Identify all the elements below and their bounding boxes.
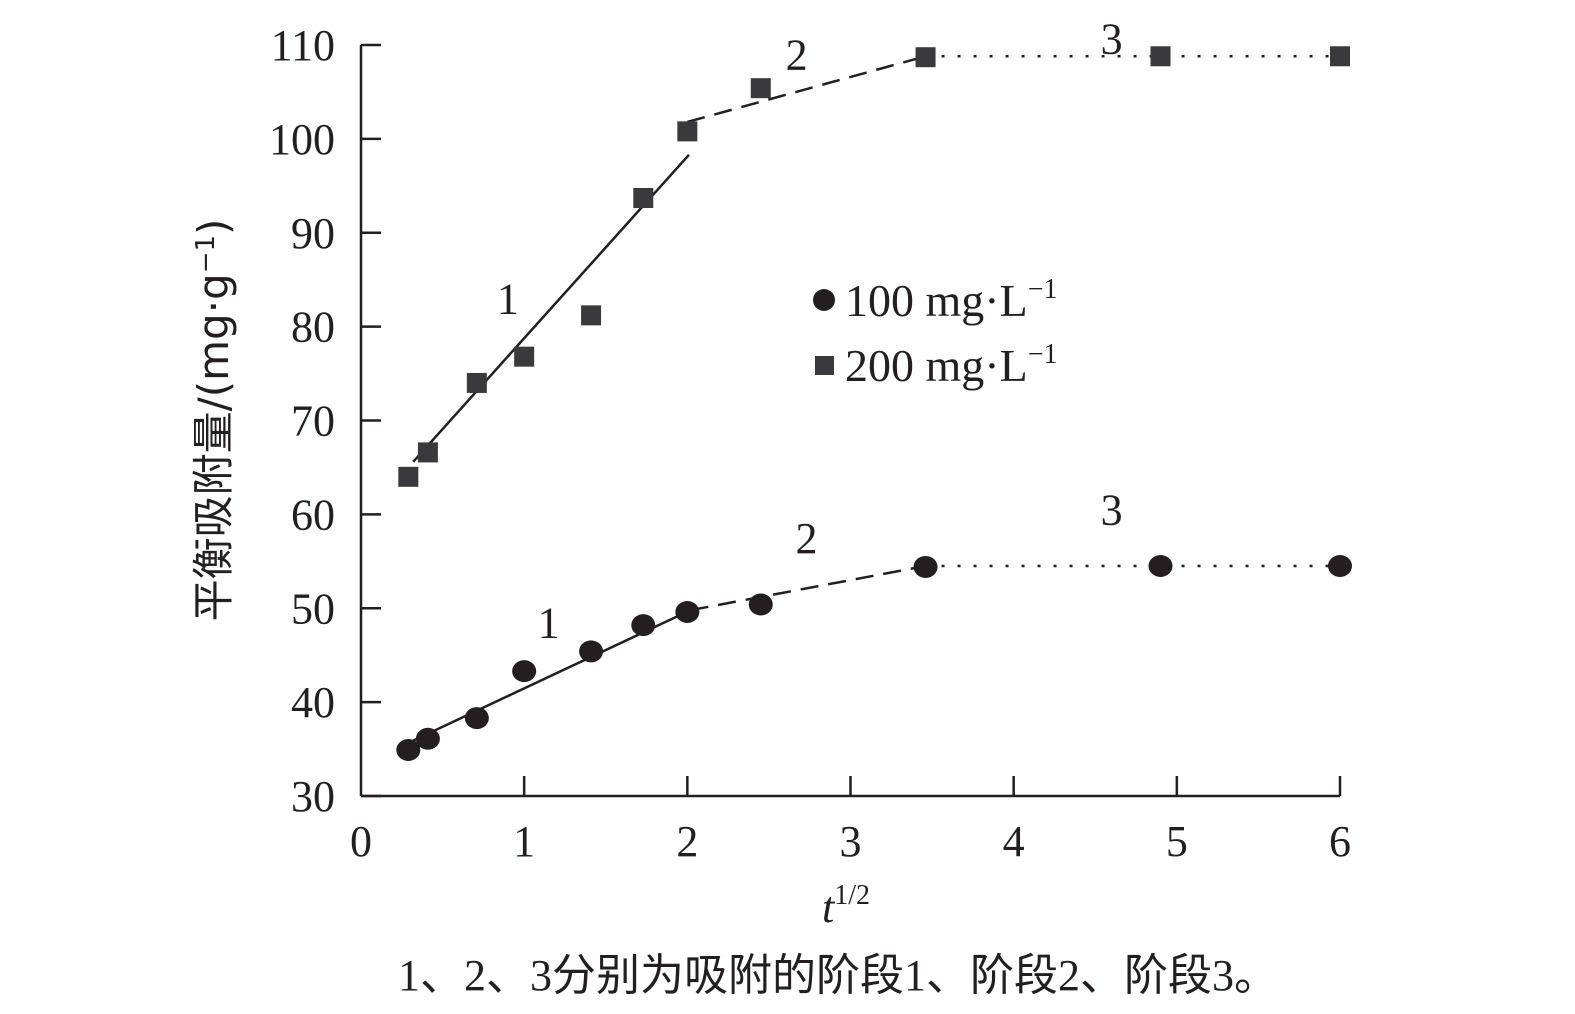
x-tick-label: 0 [350, 817, 372, 866]
y-axis-label: 平衡吸附量/(mg·g−1) [189, 219, 238, 622]
data-point-circle [512, 660, 537, 683]
data-point-square [514, 346, 535, 367]
y-tick-label: 110 [271, 21, 335, 70]
data-point-circle [675, 601, 700, 624]
data-point-square [1150, 46, 1171, 67]
legend-marker-circle [813, 289, 835, 311]
y-tick-label: 80 [291, 303, 335, 352]
data-point-circle [913, 555, 938, 578]
data-point-circle [464, 707, 489, 730]
stage-annotations: 1 2 3 1 2 3 [497, 14, 1123, 647]
y-tick-label: 100 [269, 115, 335, 164]
data-point-circle [415, 727, 440, 750]
legend-label-100: 100 mg·L−1 [845, 274, 1058, 326]
data-point-square [915, 47, 936, 68]
stage-label: 2 [795, 514, 817, 563]
data-point-square [581, 305, 602, 326]
data-point-square [677, 121, 698, 142]
y-tick-label: 50 [291, 584, 335, 633]
stage-label: 1 [497, 274, 519, 323]
x-tick-label: 1 [513, 817, 535, 866]
data-point-circle [748, 593, 773, 616]
stage-label: 1 [538, 598, 560, 647]
y-tick-label: 30 [291, 772, 335, 821]
data-point-circle [631, 614, 656, 637]
data-point-square [1330, 46, 1350, 67]
stage-label: 3 [1101, 486, 1123, 535]
data-point-circle [396, 739, 421, 762]
x-tick-label: 5 [1166, 817, 1188, 866]
x-tick-label: 3 [840, 817, 862, 866]
axes: 30 40 50 60 70 80 90 100 110 0 1 2 3 4 5 6 [269, 21, 1351, 866]
fit-line-stage-2 [687, 55, 926, 124]
data-point-square [750, 78, 771, 99]
y-tick-label: 40 [291, 678, 335, 727]
data-point-square [466, 372, 487, 393]
fit-line-stage-2 [690, 564, 926, 612]
x-axis-label: t1/2 [822, 880, 870, 932]
x-tick-label: 4 [1003, 817, 1025, 866]
stage-label: 3 [1101, 14, 1123, 63]
data-point-circle [1148, 555, 1173, 578]
data-point-square [633, 188, 654, 209]
data-point-circle [1328, 555, 1352, 578]
y-tick-label: 60 [291, 490, 335, 539]
legend-marker-square [815, 356, 834, 375]
x-tick-label: 2 [676, 817, 698, 866]
data-points [396, 46, 1352, 762]
stage-label: 2 [786, 30, 808, 79]
y-tick-label: 90 [291, 209, 335, 258]
legend-label-200: 200 mg·L−1 [845, 339, 1058, 391]
caption: 1、2、3分别为吸附的阶段1、阶段2、阶段3。 [398, 951, 1278, 1000]
x-tick-label: 6 [1329, 817, 1351, 866]
y-tick-label: 70 [291, 397, 335, 446]
data-point-square [417, 442, 438, 463]
legend: 100 mg·L−1 200 mg·L−1 [813, 274, 1058, 391]
data-point-circle [579, 640, 604, 663]
data-point-square [398, 466, 419, 487]
